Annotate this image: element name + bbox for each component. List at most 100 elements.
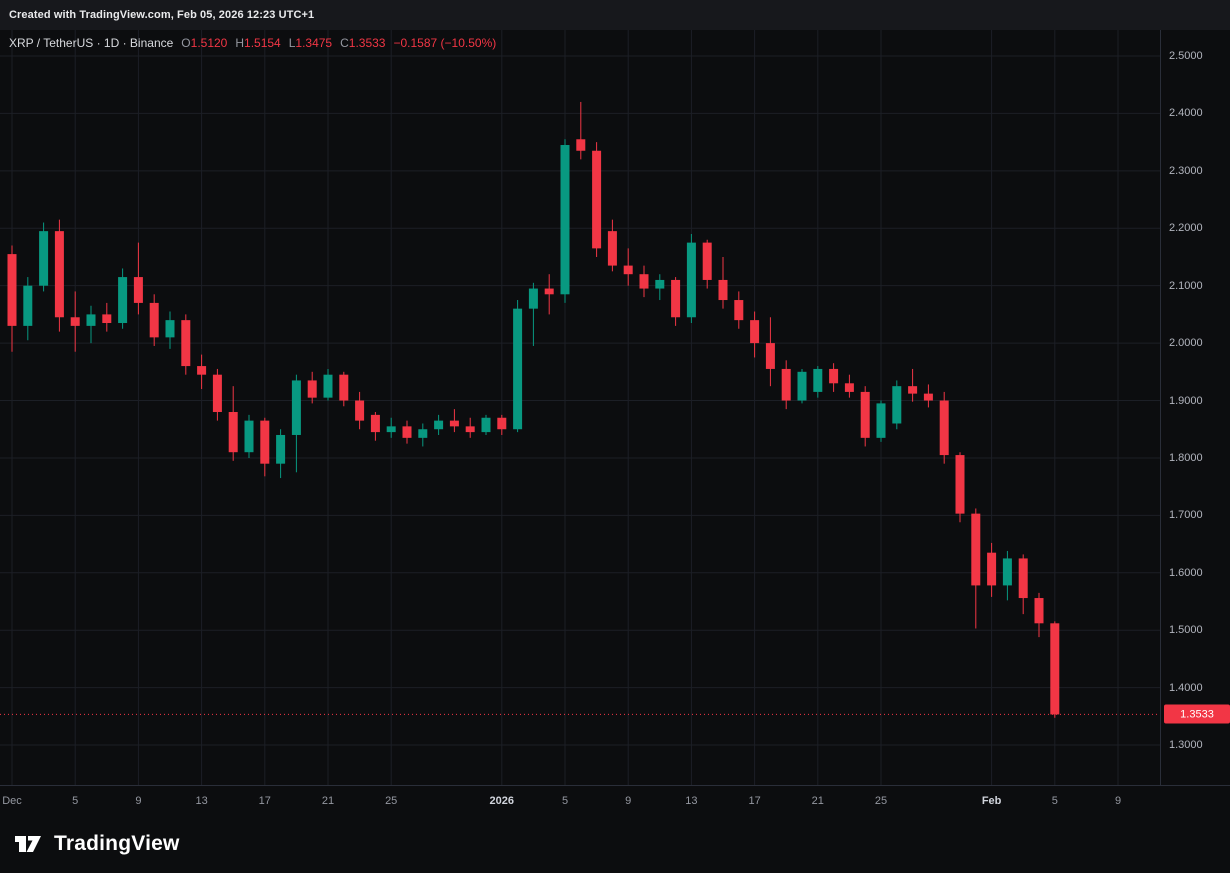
candle-body-down — [370, 414, 380, 433]
candle-body-down — [1018, 558, 1028, 599]
candle-body-down — [181, 320, 191, 367]
candle-body-down — [402, 426, 412, 438]
candle-body-up — [276, 434, 286, 464]
chart-area: XRP / TetherUS · 1D · Binance O1.5120 H1… — [0, 30, 1230, 785]
y-axis-label: 1.7000 — [1169, 509, 1203, 522]
candle-body-down — [639, 274, 649, 289]
y-axis-label: 2.2000 — [1169, 222, 1203, 235]
snapshot-banner: Created with TradingView.com, Feb 05, 20… — [0, 0, 1230, 30]
candle-body-down — [133, 277, 143, 303]
candle-body-down — [844, 383, 854, 392]
ohlc-low: L1.3475 — [288, 36, 333, 50]
candle-body-down — [212, 374, 222, 413]
candle-body-up — [560, 145, 570, 295]
footer: TradingView — [0, 815, 1230, 873]
candlestick-plot[interactable] — [0, 30, 1160, 785]
candle-body-down — [465, 426, 475, 433]
candle-body-up — [434, 420, 444, 430]
candle-body-down — [592, 150, 602, 249]
candle-body-down — [702, 242, 712, 280]
candle-body-down — [339, 374, 349, 401]
last-price-badge: 1.3533 — [1164, 704, 1230, 724]
y-axis-label: 2.1000 — [1169, 279, 1203, 292]
candle-body-down — [544, 288, 554, 295]
candle-body-down — [307, 380, 317, 398]
chart-legend: XRP / TetherUS · 1D · Binance O1.5120 H1… — [9, 36, 496, 50]
candle-body-down — [829, 368, 839, 384]
price-change: −0.1587 (−10.50%) — [393, 36, 497, 50]
candle-body-down — [734, 300, 744, 321]
candle-body-up — [291, 380, 301, 435]
candle-body-down — [607, 231, 617, 266]
candle-body-down — [260, 420, 270, 464]
x-axis-label: 5 — [1051, 795, 1058, 807]
time-axis[interactable]: Dec 5 9 13 17 21 25 2026 5 9 13 17 21 25 Feb 5 9 — [0, 785, 1230, 816]
ohlc-close: C1.3533 — [340, 36, 386, 50]
y-axis-label: 1.8000 — [1169, 451, 1203, 464]
candle-body-up — [86, 314, 96, 326]
y-axis-label: 1.5000 — [1169, 624, 1203, 637]
candle-body-down — [7, 254, 17, 326]
x-axis-label: Dec — [2, 795, 22, 807]
x-axis-label: 21 — [321, 795, 335, 807]
y-axis-label: 2.0000 — [1169, 337, 1203, 350]
candle-body-down — [971, 513, 981, 586]
candle-body-down — [1034, 598, 1044, 624]
y-axis-label: 1.3000 — [1169, 739, 1203, 752]
candlestick-svg[interactable] — [0, 30, 1160, 785]
x-axis-label: 21 — [811, 795, 824, 807]
candle-body-down — [70, 317, 80, 326]
candle-body-up — [481, 417, 491, 433]
candle-body-up — [513, 308, 523, 430]
last-price-value: 1.3533 — [1180, 708, 1214, 721]
candle-body-up — [118, 277, 128, 324]
candle-body-up — [386, 426, 396, 433]
candle-body-down — [955, 455, 965, 514]
candle-body-down — [671, 279, 681, 318]
candle-body-up — [797, 371, 807, 401]
candle-body-up — [892, 386, 902, 424]
ohlc-high: H1.5154 — [235, 36, 281, 50]
x-axis-label: 5 — [72, 795, 79, 807]
candle-body-down — [750, 320, 760, 344]
x-axis-label: 25 — [874, 795, 888, 807]
candle-body-up — [418, 429, 428, 438]
candle-body-up — [655, 279, 665, 289]
x-axis-label: 9 — [1114, 795, 1122, 807]
candle-body-up — [686, 242, 696, 318]
x-axis-label: 25 — [385, 795, 398, 807]
y-axis-label: 1.6000 — [1169, 566, 1203, 579]
candle-body-down — [765, 343, 775, 369]
candle-body-down — [228, 412, 238, 453]
candle-body-down — [197, 366, 207, 375]
x-axis-label: 9 — [135, 795, 142, 807]
y-axis-label: 2.5000 — [1169, 50, 1203, 62]
candle-body-down — [781, 368, 791, 401]
symbol-title[interactable]: XRP / TetherUS · 1D · Binance — [9, 36, 174, 50]
candle-body-down — [623, 265, 633, 275]
tradingview-logo-icon[interactable] — [14, 832, 44, 856]
x-axis-label: 13 — [685, 795, 698, 807]
candle-body-up — [528, 288, 538, 309]
x-axis-label: 13 — [195, 795, 208, 807]
candle-body-down — [102, 314, 112, 324]
candle-body-up — [813, 368, 823, 392]
candle-body-down — [860, 391, 870, 438]
tradingview-logo-text[interactable]: TradingView — [54, 832, 180, 855]
candle-body-up — [876, 403, 886, 438]
y-axis-label: 2.3000 — [1169, 164, 1203, 177]
candle-body-up — [165, 320, 175, 338]
candle-body-up — [39, 231, 49, 286]
x-axis-label: 2026 — [489, 795, 515, 807]
candle-body-up — [323, 374, 333, 398]
candle-body-down — [576, 139, 586, 151]
candle-body-down — [497, 417, 507, 430]
candle-body-up — [1002, 558, 1012, 586]
candle-body-down — [939, 400, 949, 456]
y-axis-label: 2.4000 — [1169, 107, 1203, 120]
candle-body-up — [244, 420, 254, 453]
candle-body-down — [54, 231, 64, 318]
price-axis[interactable]: 1.3533 2.5000 2.4000 2.3000 2.2000 2.1000 2.0… — [1160, 30, 1230, 785]
x-axis-label: 17 — [748, 795, 761, 807]
